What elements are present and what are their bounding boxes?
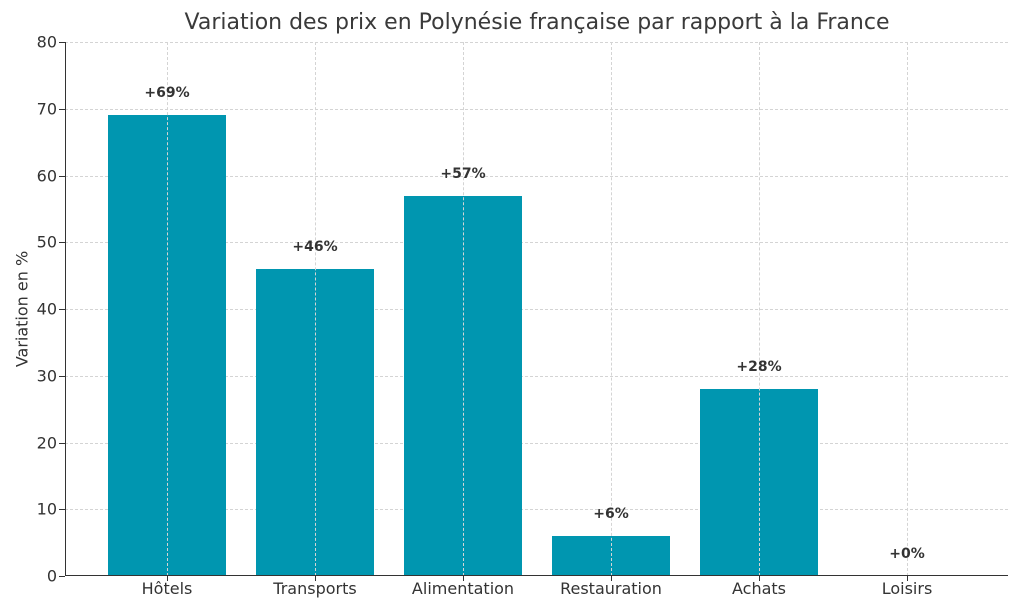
x-tick	[611, 576, 612, 581]
x-tick	[167, 576, 168, 581]
y-tick-label: 40	[36, 299, 57, 319]
gridline-vertical	[759, 42, 760, 576]
y-tick-label: 70	[36, 99, 57, 119]
y-tick	[59, 242, 65, 244]
chart-title: Variation des prix en Polynésie français…	[184, 10, 890, 35]
x-tick	[759, 576, 760, 581]
y-axis	[65, 42, 66, 576]
data-label: +6%	[593, 505, 629, 522]
y-tick	[59, 576, 65, 577]
data-label: +0%	[889, 546, 925, 562]
gridline-horizontal	[65, 42, 1008, 43]
y-tick	[59, 108, 65, 110]
plot-area: 0 10 20 30 40 50 60 70 80 +69% Hôtels +46% Transport…	[37, 33, 1008, 598]
y-tick	[59, 375, 65, 377]
x-tick-label: Loisirs	[881, 579, 933, 598]
data-label: +69%	[144, 85, 190, 102]
y-tick-label: 10	[36, 499, 57, 519]
y-tick	[59, 42, 65, 43]
gridline-vertical	[611, 42, 612, 576]
y-tick	[59, 442, 65, 444]
gridline-horizontal	[65, 509, 1008, 511]
x-tick	[315, 576, 316, 581]
gridline-horizontal	[65, 309, 1008, 310]
y-tick-label: 80	[36, 32, 57, 52]
gridline-horizontal	[65, 175, 1008, 177]
y-tick-label: 50	[36, 232, 57, 252]
y-tick	[59, 175, 65, 177]
x-tick-label: Transports	[273, 579, 357, 598]
x-tick-label: Hôtels	[141, 579, 193, 598]
x-tick	[907, 576, 908, 581]
y-tick-label: 0	[46, 566, 57, 586]
gridline-horizontal	[65, 375, 1008, 377]
data-label: +46%	[292, 238, 338, 255]
y-tick-label: 60	[36, 166, 57, 185]
gridline-vertical	[167, 42, 168, 576]
x-axis	[65, 575, 1008, 576]
gridline-horizontal	[65, 442, 1008, 444]
y-tick	[59, 509, 65, 511]
gridline-horizontal	[65, 242, 1008, 244]
x-tick-label: Achats	[731, 579, 787, 598]
data-label: +57%	[440, 165, 486, 182]
y-tick-label: 20	[36, 433, 57, 452]
y-axis-label: Variation en %	[12, 250, 32, 368]
x-tick-label: Restauration	[560, 579, 662, 598]
x-tick-label: Alimentation	[411, 579, 515, 598]
x-tick	[463, 576, 464, 581]
y-tick-label: 30	[36, 366, 57, 386]
gridline-vertical	[315, 42, 316, 576]
gridline-vertical	[907, 42, 908, 576]
gridline-horizontal	[65, 108, 1008, 110]
data-label: +28%	[736, 359, 782, 376]
y-tick	[59, 309, 65, 310]
gridline-vertical	[463, 42, 464, 576]
